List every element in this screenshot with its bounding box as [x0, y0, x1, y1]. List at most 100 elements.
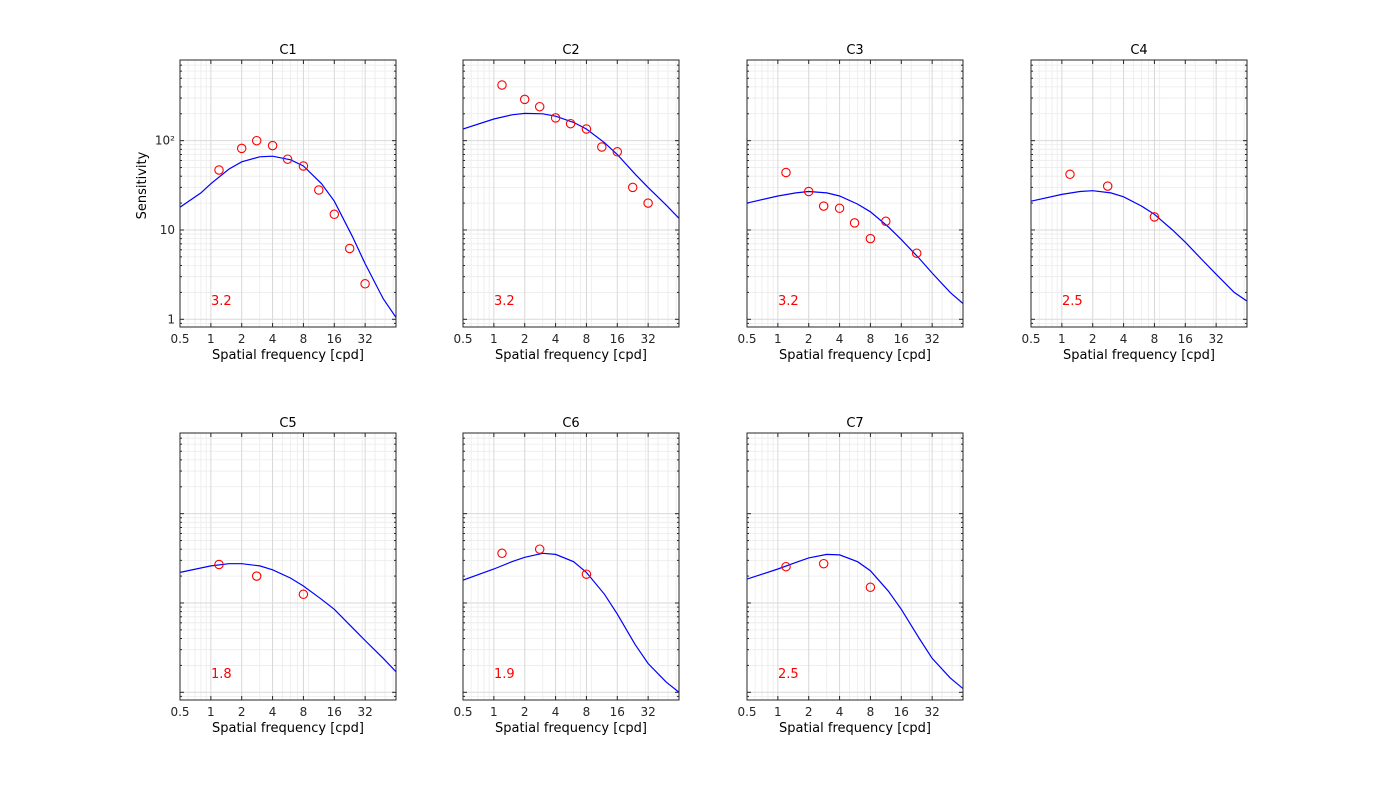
x-tick-label: 32 — [925, 332, 940, 346]
model-curve — [180, 155, 396, 318]
model-curve — [747, 553, 963, 690]
data-point — [911, 248, 922, 258]
data-point — [329, 209, 340, 220]
x-axis-label: Spatial frequency [cpd] — [1063, 348, 1215, 363]
x-tick-label: 1 — [207, 705, 215, 719]
x-tick-label: 1 — [207, 332, 215, 346]
data-point — [1065, 169, 1075, 180]
x-tick-label: 16 — [894, 332, 909, 346]
data-point — [834, 203, 845, 214]
x-tick-label: 32 — [925, 705, 940, 719]
x-tick-label: 2 — [805, 332, 813, 346]
x-axis-label: Spatial frequency [cpd] — [779, 348, 931, 363]
axes-frame — [1030, 59, 1248, 328]
data-point — [550, 113, 561, 123]
x-tick-label: 4 — [552, 705, 560, 719]
subplot-annotation: 3.2 — [211, 294, 232, 309]
model-curve — [463, 552, 679, 693]
x-tick-label: 16 — [327, 705, 342, 719]
x-tick-label: 1 — [774, 705, 782, 719]
measured-points — [1065, 169, 1160, 222]
data-point — [865, 582, 876, 593]
x-tick-label: 16 — [327, 332, 342, 346]
subplot-annotation: 3.2 — [494, 294, 515, 309]
subplot-annotation: 2.5 — [1062, 294, 1083, 309]
x-tick-label: 2 — [805, 705, 813, 719]
x-tick-label: 32 — [641, 332, 656, 346]
subplot-title: C3 — [846, 43, 863, 58]
minor-grid — [180, 60, 396, 327]
subplot-c3: C3 3.2 0.5 1 2 4 8 16 32 Spatial frequency [cpd] — [737, 43, 964, 363]
subplot-annotation: 3.2 — [778, 294, 799, 309]
axes-background — [180, 433, 396, 700]
axes-frame — [179, 59, 397, 328]
data-point — [612, 147, 623, 157]
data-point — [534, 544, 545, 554]
x-axis-label: Spatial frequency [cpd] — [212, 348, 364, 363]
subplot-c1: C1 3.2 0.5 1 2 4 8 16 32 Spatial frequency [cpd] 1… — [135, 43, 397, 363]
x-tick-label: 2 — [238, 705, 246, 719]
subplot-title: C5 — [279, 416, 296, 431]
x-axis-label: Spatial frequency [cpd] — [495, 348, 647, 363]
x-tick-label: 16 — [610, 332, 625, 346]
x-tick-label: 4 — [269, 705, 277, 719]
subplot-annotation: 2.5 — [778, 667, 799, 682]
model-curve — [747, 190, 963, 305]
subplot-annotation: 1.8 — [211, 667, 232, 682]
x-tick-label: 1 — [1058, 332, 1066, 346]
x-tick-label: 0.5 — [737, 332, 756, 346]
data-point — [214, 165, 224, 175]
x-tick-label: 8 — [867, 332, 875, 346]
data-point — [214, 559, 224, 570]
measured-points — [214, 559, 309, 600]
data-point — [251, 135, 262, 146]
subplot-c4: C4 2.5 0.5 1 2 4 8 16 32 Spatial frequency [cpd] — [1021, 43, 1248, 363]
minor-grid — [463, 433, 679, 700]
data-point — [519, 94, 530, 105]
data-point — [497, 548, 507, 559]
data-point — [849, 218, 860, 228]
x-tick-label: 1 — [490, 705, 498, 719]
x-tick-label: 2 — [1089, 332, 1097, 346]
data-point — [597, 142, 607, 152]
axes-background — [180, 60, 396, 327]
data-point — [298, 589, 309, 600]
subplot-c5: C5 1.8 0.5 1 2 4 8 16 32 Spatial frequency [cpd] — [170, 416, 397, 736]
axes-frame — [179, 432, 397, 701]
axes-background — [463, 433, 679, 700]
data-point — [643, 198, 653, 208]
data-point — [314, 185, 324, 195]
axes-frame — [462, 432, 680, 701]
subplot-title: C4 — [1130, 43, 1147, 58]
x-tick-label: 0.5 — [453, 705, 472, 719]
data-point — [865, 233, 876, 244]
x-tick-label: 0.5 — [737, 705, 756, 719]
x-tick-label: 0.5 — [170, 705, 189, 719]
subplot-title: C6 — [562, 416, 579, 431]
data-point — [534, 101, 545, 112]
x-axis-label: Spatial frequency [cpd] — [212, 721, 364, 736]
y-tick-label: 10 — [160, 223, 175, 237]
data-point — [267, 140, 278, 151]
x-tick-label: 2 — [238, 332, 246, 346]
x-tick-label: 4 — [836, 705, 844, 719]
model-curve — [463, 112, 679, 219]
measured-points — [497, 544, 592, 579]
data-point — [803, 186, 814, 197]
x-tick-label: 4 — [836, 332, 844, 346]
axes-frame — [746, 59, 964, 328]
model-curve — [180, 563, 396, 673]
x-tick-label: 32 — [641, 705, 656, 719]
data-point — [565, 118, 576, 129]
subplot-c7: C7 2.5 0.5 1 2 4 8 16 32 Spatial frequency [cpd] — [737, 416, 964, 736]
data-point — [236, 143, 247, 154]
x-tick-label: 0.5 — [453, 332, 472, 346]
measured-points — [497, 80, 653, 208]
data-point — [818, 558, 829, 569]
data-point — [251, 571, 262, 581]
axes-background — [1031, 60, 1247, 327]
x-axis-label: Spatial frequency [cpd] — [495, 721, 647, 736]
x-tick-label: 8 — [1151, 332, 1159, 346]
x-tick-label: 8 — [583, 332, 591, 346]
subplot-title: C7 — [846, 416, 863, 431]
